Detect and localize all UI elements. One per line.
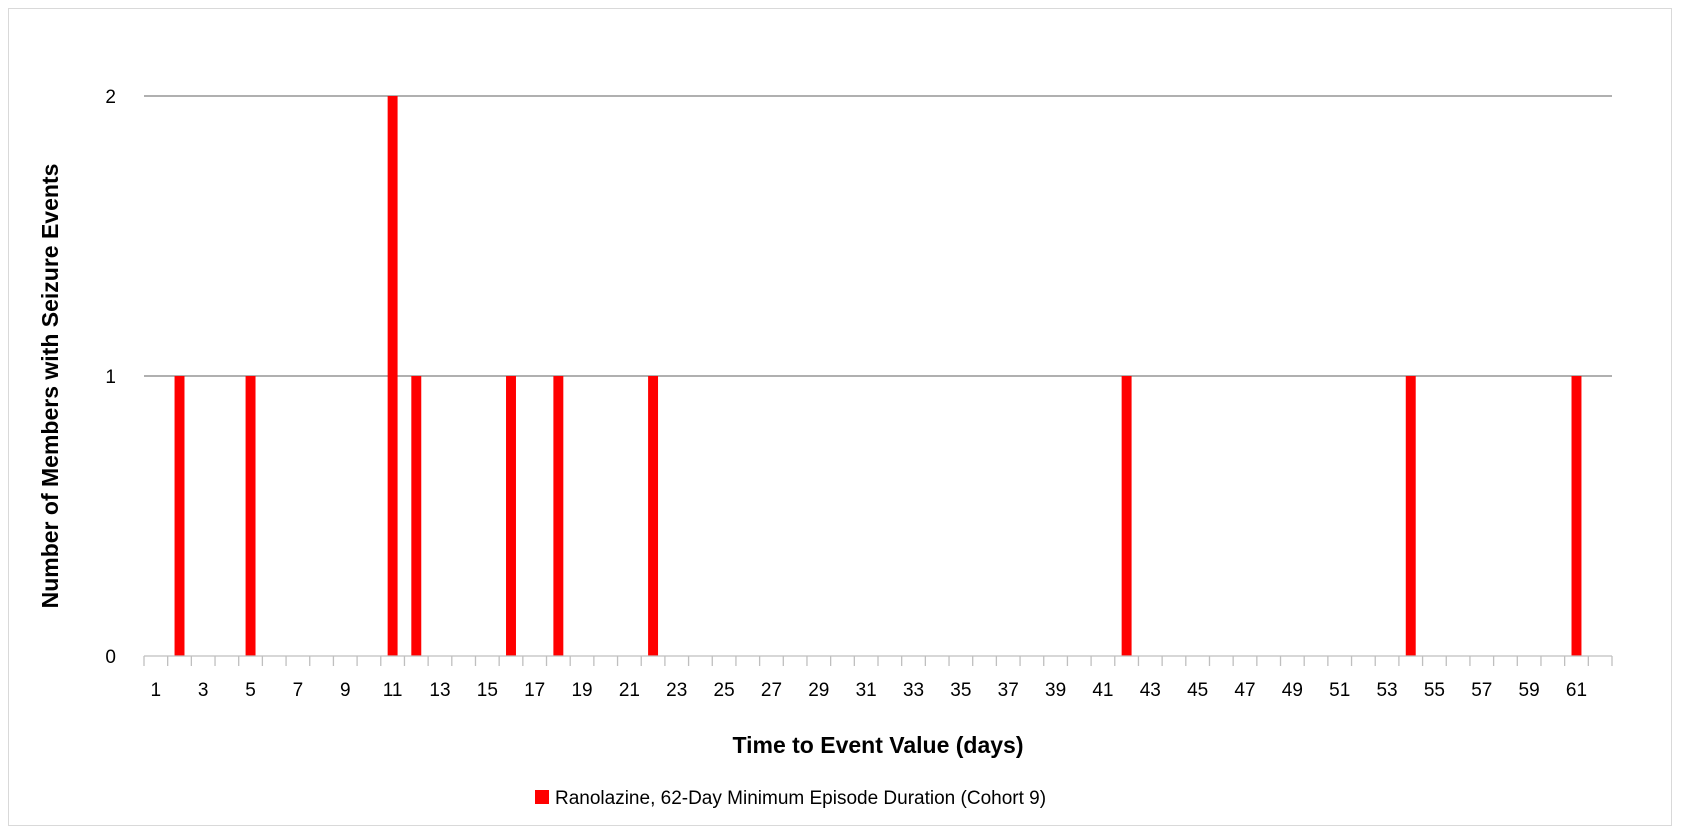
x-tick-label: 45 <box>1187 680 1208 701</box>
bar <box>1571 376 1582 656</box>
bar <box>245 376 256 656</box>
bar <box>174 376 185 656</box>
x-tick-label: 27 <box>761 680 782 701</box>
x-tick-label: 31 <box>856 680 877 701</box>
x-tick-label: 11 <box>383 680 403 701</box>
y-tick-label: 2 <box>105 87 116 108</box>
bar <box>1121 376 1132 656</box>
legend: Ranolazine, 62-Day Minimum Episode Durat… <box>535 788 1046 809</box>
x-tick-label: 41 <box>1092 680 1113 701</box>
x-tick-label: 35 <box>950 680 971 701</box>
bar <box>506 376 516 656</box>
bar <box>1405 376 1416 656</box>
x-tick-label: 61 <box>1566 680 1587 701</box>
x-tick-label: 3 <box>198 680 209 701</box>
legend-swatch <box>535 790 549 804</box>
x-tick-label: 17 <box>524 680 545 701</box>
x-tick-label: 19 <box>571 680 592 701</box>
bar <box>411 376 422 656</box>
x-tick-label: 43 <box>1140 680 1161 701</box>
bar <box>648 376 659 656</box>
x-tick-label: 57 <box>1471 680 1492 701</box>
x-tick-label: 9 <box>340 680 351 701</box>
x-tick-label: 13 <box>429 680 450 701</box>
x-tick-label: 33 <box>903 680 924 701</box>
x-tick-label: 53 <box>1376 680 1397 701</box>
bars <box>174 96 1582 656</box>
y-axis: 0 1 2 <box>105 87 116 668</box>
x-axis: 1 3 5 7 9 11 13 15 17 19 21 23 25 27 29 31 33 35 37 39 41 43 4… <box>143 655 1613 701</box>
x-tick-label: 7 <box>293 680 304 701</box>
x-tick-label: 25 <box>714 680 735 701</box>
x-tick-label: 39 <box>1045 680 1066 701</box>
x-tick-label: 1 <box>151 680 162 701</box>
x-tick-label: 59 <box>1519 680 1540 701</box>
x-axis-title: Time to Event Value (days) <box>732 732 1023 758</box>
x-tick-label: 37 <box>998 680 1019 701</box>
gridlines <box>144 95 1612 377</box>
y-tick-label: 0 <box>105 647 116 668</box>
legend-label: Ranolazine, 62-Day Minimum Episode Durat… <box>555 788 1046 809</box>
x-tick-label: 49 <box>1282 680 1303 701</box>
bar <box>387 96 398 656</box>
x-tick-label: 55 <box>1424 680 1445 701</box>
y-tick-label: 1 <box>105 367 116 388</box>
x-tick-label: 15 <box>477 680 498 701</box>
x-tick-label: 5 <box>245 680 256 701</box>
x-tick-label: 47 <box>1234 680 1255 701</box>
x-tick-label: 23 <box>666 680 687 701</box>
chart-frame <box>8 8 1672 826</box>
x-tick-label: 21 <box>619 680 640 701</box>
y-axis-title: Number of Members with Seizure Events <box>37 164 63 609</box>
x-tick-label: 29 <box>808 680 829 701</box>
bar <box>553 376 564 656</box>
x-tick-label: 51 <box>1329 680 1350 701</box>
